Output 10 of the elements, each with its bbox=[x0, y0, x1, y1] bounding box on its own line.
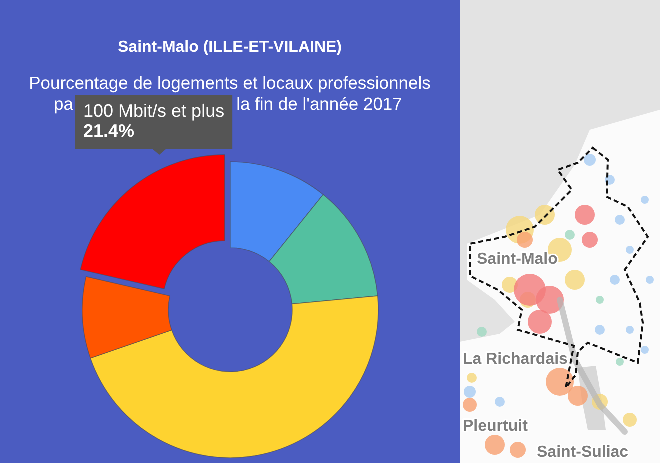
slice-label: 100 Mbit/s et plus bbox=[84, 101, 225, 121]
text: Saint-Suliac bbox=[537, 444, 629, 461]
chart-title: Saint-Malo (ILLE-ET-VILAINE) bbox=[118, 39, 342, 56]
text: Pleurtuit bbox=[463, 418, 529, 435]
data-label: 21.4% bbox=[84, 121, 135, 141]
text: la fin de l'année 2017 bbox=[236, 94, 402, 114]
chart-subtitle: Pourcentage de logements et locaux professionnels bbox=[29, 73, 432, 93]
text: La Richardais bbox=[463, 351, 568, 368]
text: pa bbox=[54, 94, 74, 114]
text: Saint-Malo bbox=[477, 251, 558, 268]
